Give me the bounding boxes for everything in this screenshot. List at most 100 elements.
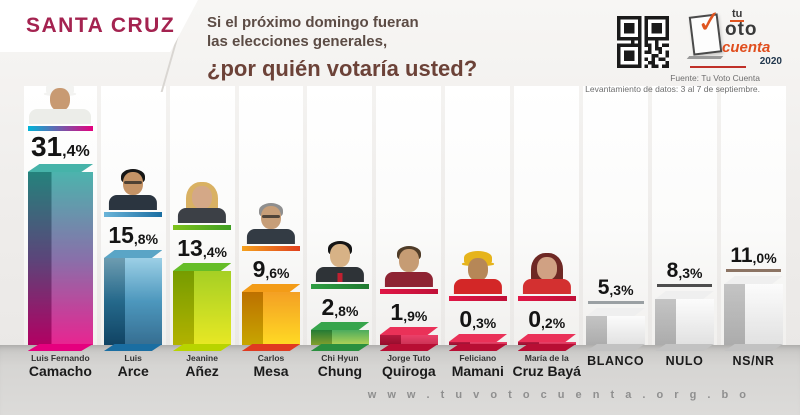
bar-bottom-face	[27, 344, 94, 351]
shoulders	[109, 195, 158, 210]
bar-front-face	[103, 258, 163, 345]
column-nulo: 8,3% NULO	[652, 86, 718, 368]
column-arce: 15,8% Luis Arce	[100, 86, 166, 378]
candidate-photo	[174, 179, 230, 223]
bar-front-face	[172, 271, 232, 345]
percentage-label: 31,4%	[31, 131, 90, 164]
chart-floor: w w w . t u v o t o c u e n t a . o r g …	[0, 345, 800, 415]
ballot-base	[686, 56, 724, 59]
face	[50, 88, 71, 111]
candidate-name: Jorge Tuto Quiroga	[357, 354, 461, 379]
candidate-name: Carlos Mesa	[219, 354, 323, 379]
bar-top-face	[655, 291, 714, 299]
bar-front-face	[379, 335, 439, 345]
shoulders	[29, 109, 92, 124]
bar-3d	[310, 322, 370, 351]
percentage-decimal: ,6%	[265, 265, 290, 281]
face	[398, 249, 419, 272]
candidate-photo	[105, 166, 161, 210]
column-chung: 2,8% Chi Hyun Chung	[307, 86, 373, 378]
logo-word-cuenta: cuenta	[722, 39, 771, 56]
percentage-integer: 13	[177, 235, 203, 261]
bar-front-face	[724, 284, 783, 345]
candidate-last-name: Añez	[185, 362, 219, 379]
candidate-name: BLANCO	[564, 354, 668, 368]
percentage-integer: 1	[390, 299, 404, 325]
bar-top-face	[724, 276, 783, 284]
separator-line	[587, 301, 644, 304]
candidate-last-name: Cruz Bayá	[512, 362, 581, 379]
candidate-first-name: Jorge Tuto	[387, 353, 431, 363]
percentage-label: 0,3%	[459, 301, 496, 334]
candidate-last-name: Camacho	[28, 362, 92, 379]
column-baya: 0,2% María de la Cruz Bayá	[512, 86, 581, 378]
website-url: w w w . t u v o t o c u e n t a . o r g …	[367, 389, 750, 401]
bar-top-face	[27, 164, 94, 172]
bar-front-face	[310, 330, 370, 345]
bar-top-face	[448, 334, 507, 342]
tie	[337, 273, 343, 282]
party-color-band	[27, 126, 94, 131]
bar-bottom-face	[517, 344, 576, 351]
bar-3d	[379, 327, 439, 351]
candidate-name: Chi Hyun Chung	[288, 354, 392, 379]
glasses	[262, 215, 281, 218]
percentage-integer: 2	[321, 294, 335, 320]
bar-front-face	[448, 342, 507, 345]
bar-top-face	[586, 308, 645, 316]
percentage-label: 9,6%	[253, 251, 290, 284]
separator-line	[725, 269, 782, 272]
bar-bottom-face	[448, 344, 507, 351]
percentage-label: 8,3%	[667, 251, 703, 284]
bar-3d	[448, 334, 507, 351]
shoulders	[453, 279, 502, 294]
percentage-integer: 31	[30, 131, 63, 162]
source-note: Fuente: Tu Voto Cuenta Levantamiento de …	[585, 73, 760, 95]
percentage-label: 0,2%	[528, 301, 565, 334]
candidate-last-name: Quiroga	[382, 362, 436, 379]
column-mesa: 9,6% Carlos Mesa	[238, 86, 304, 378]
bar-top-face	[310, 322, 370, 330]
candidate-first-name: Chi Hyun	[321, 353, 359, 363]
source-line2: Levantamiento de datos: 3 al 7 de septie…	[585, 84, 760, 94]
candidate-photo	[24, 80, 96, 124]
candidate-last-name: Mamani	[451, 362, 504, 379]
bar-bottom-face	[586, 344, 645, 351]
bar-3d	[172, 263, 232, 351]
checkmark-icon: ✓	[695, 4, 724, 41]
candidate-first-name: María de la	[524, 353, 569, 363]
bar-bottom-face	[655, 344, 714, 351]
shoulders	[178, 208, 227, 223]
candidate-last-name: Arce	[117, 362, 149, 379]
question-line2: las elecciones generales,	[207, 33, 388, 50]
percentage-integer: 0	[459, 306, 473, 332]
column-camacho: 31,4% Luis Fernando Camacho	[24, 81, 97, 378]
bar-top-face	[517, 334, 576, 342]
candidate-name: María de la Cruz Bayá	[495, 354, 599, 379]
candidate-name: Luis Arce	[81, 354, 185, 379]
bar-bottom-face	[310, 344, 370, 351]
candidate-photo	[519, 250, 575, 294]
percentage-label: 11,0%	[730, 236, 776, 269]
party-color-band	[172, 225, 232, 230]
column-anez: 13,4% Jeanine Añez	[169, 86, 235, 378]
face	[467, 258, 488, 281]
question-line1: Si el próximo domingo fueran	[207, 14, 419, 31]
glasses	[124, 181, 143, 184]
shoulders	[522, 279, 571, 294]
percentage-label: 15,8%	[108, 217, 158, 250]
percentage-integer: 11	[730, 244, 753, 267]
bar-bottom-face	[172, 344, 232, 351]
source-line1: Fuente: Tu Voto Cuenta	[670, 73, 760, 83]
party-color-band	[379, 289, 439, 294]
bar-3d	[724, 276, 783, 351]
bar-3d	[103, 250, 163, 351]
percentage-decimal: ,8%	[334, 303, 359, 319]
bar-bottom-face	[379, 344, 439, 351]
candidate-first-name: Carlos	[257, 353, 285, 363]
candidate-name: Feliciano Mamani	[426, 354, 530, 379]
region-title: SANTA CRUZ	[26, 14, 176, 37]
bar-front-face	[517, 342, 576, 345]
party-color-band	[241, 246, 301, 251]
region-banner: SANTA CRUZ	[0, 0, 198, 52]
